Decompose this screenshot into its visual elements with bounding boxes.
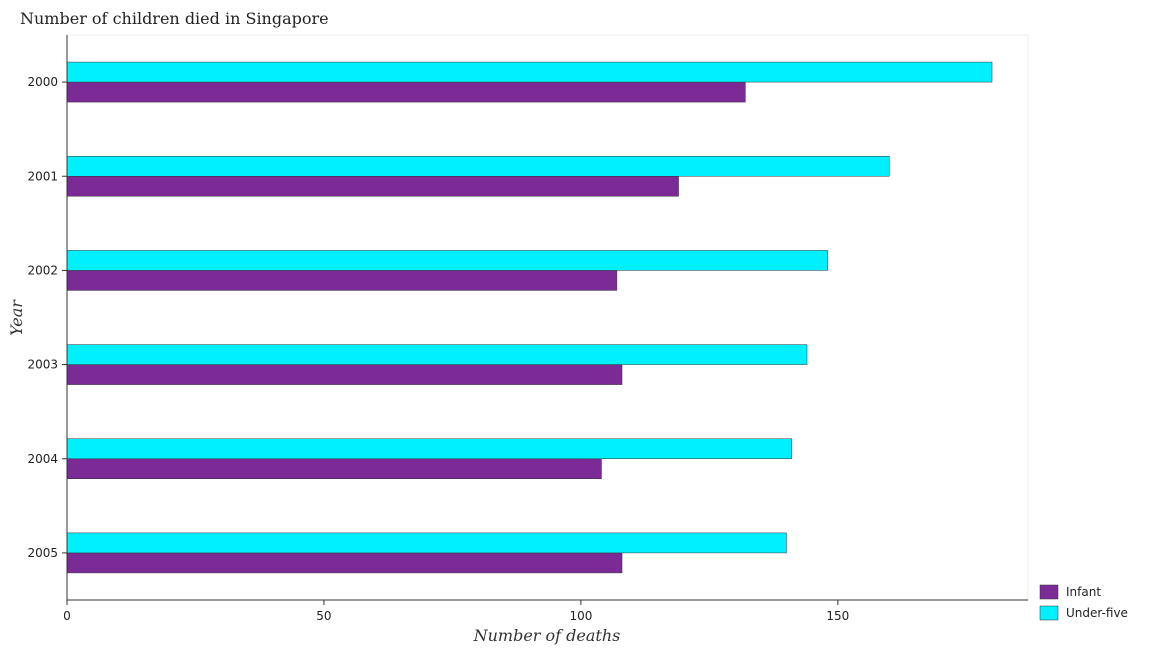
y-axis-label: Year xyxy=(7,299,26,336)
bar-under-five-2000 xyxy=(66,61,993,83)
bar-infant-2003 xyxy=(66,364,623,385)
plot-area xyxy=(66,34,1029,601)
bars-group xyxy=(66,61,993,574)
y-tick-label: 2000 xyxy=(27,75,58,89)
chart-title: Number of children died in Singapore xyxy=(20,9,329,28)
bar-under-five-2004 xyxy=(66,438,792,459)
y-tick-label: 2005 xyxy=(27,546,58,560)
bar-under-five-2005 xyxy=(66,532,787,554)
bar-infant-2002 xyxy=(66,270,618,291)
y-tick-label: 2004 xyxy=(27,452,58,466)
y-tick-label: 2001 xyxy=(27,169,58,183)
bar-infant-2005 xyxy=(66,552,623,574)
legend: Infant Under-five xyxy=(1039,584,1128,621)
bar-under-five-2001 xyxy=(66,156,890,177)
bar-under-five-2002 xyxy=(66,250,828,271)
bar-under-five-2003 xyxy=(66,344,808,365)
legend-swatch-infant xyxy=(1039,584,1059,600)
x-tick-label: 150 xyxy=(826,609,849,623)
x-tick-label: 0 xyxy=(63,609,71,623)
x-tick-label: 50 xyxy=(316,609,331,623)
x-tick-labels: 0 50 100 150 xyxy=(63,600,849,623)
bar-infant-2000 xyxy=(66,81,746,103)
legend-swatch-under-five xyxy=(1039,605,1059,621)
legend-label: Under-five xyxy=(1066,606,1128,620)
legend-label: Infant xyxy=(1066,585,1101,599)
y-tick-labels: 2000 2001 2002 2003 2004 2005 xyxy=(27,75,67,560)
bar-infant-2004 xyxy=(66,458,602,479)
x-tick-label: 100 xyxy=(569,609,592,623)
x-axis-label: Number of deaths xyxy=(473,626,621,645)
y-tick-label: 2003 xyxy=(27,358,58,372)
y-tick-label: 2002 xyxy=(27,263,58,277)
bar-infant-2001 xyxy=(66,176,679,197)
